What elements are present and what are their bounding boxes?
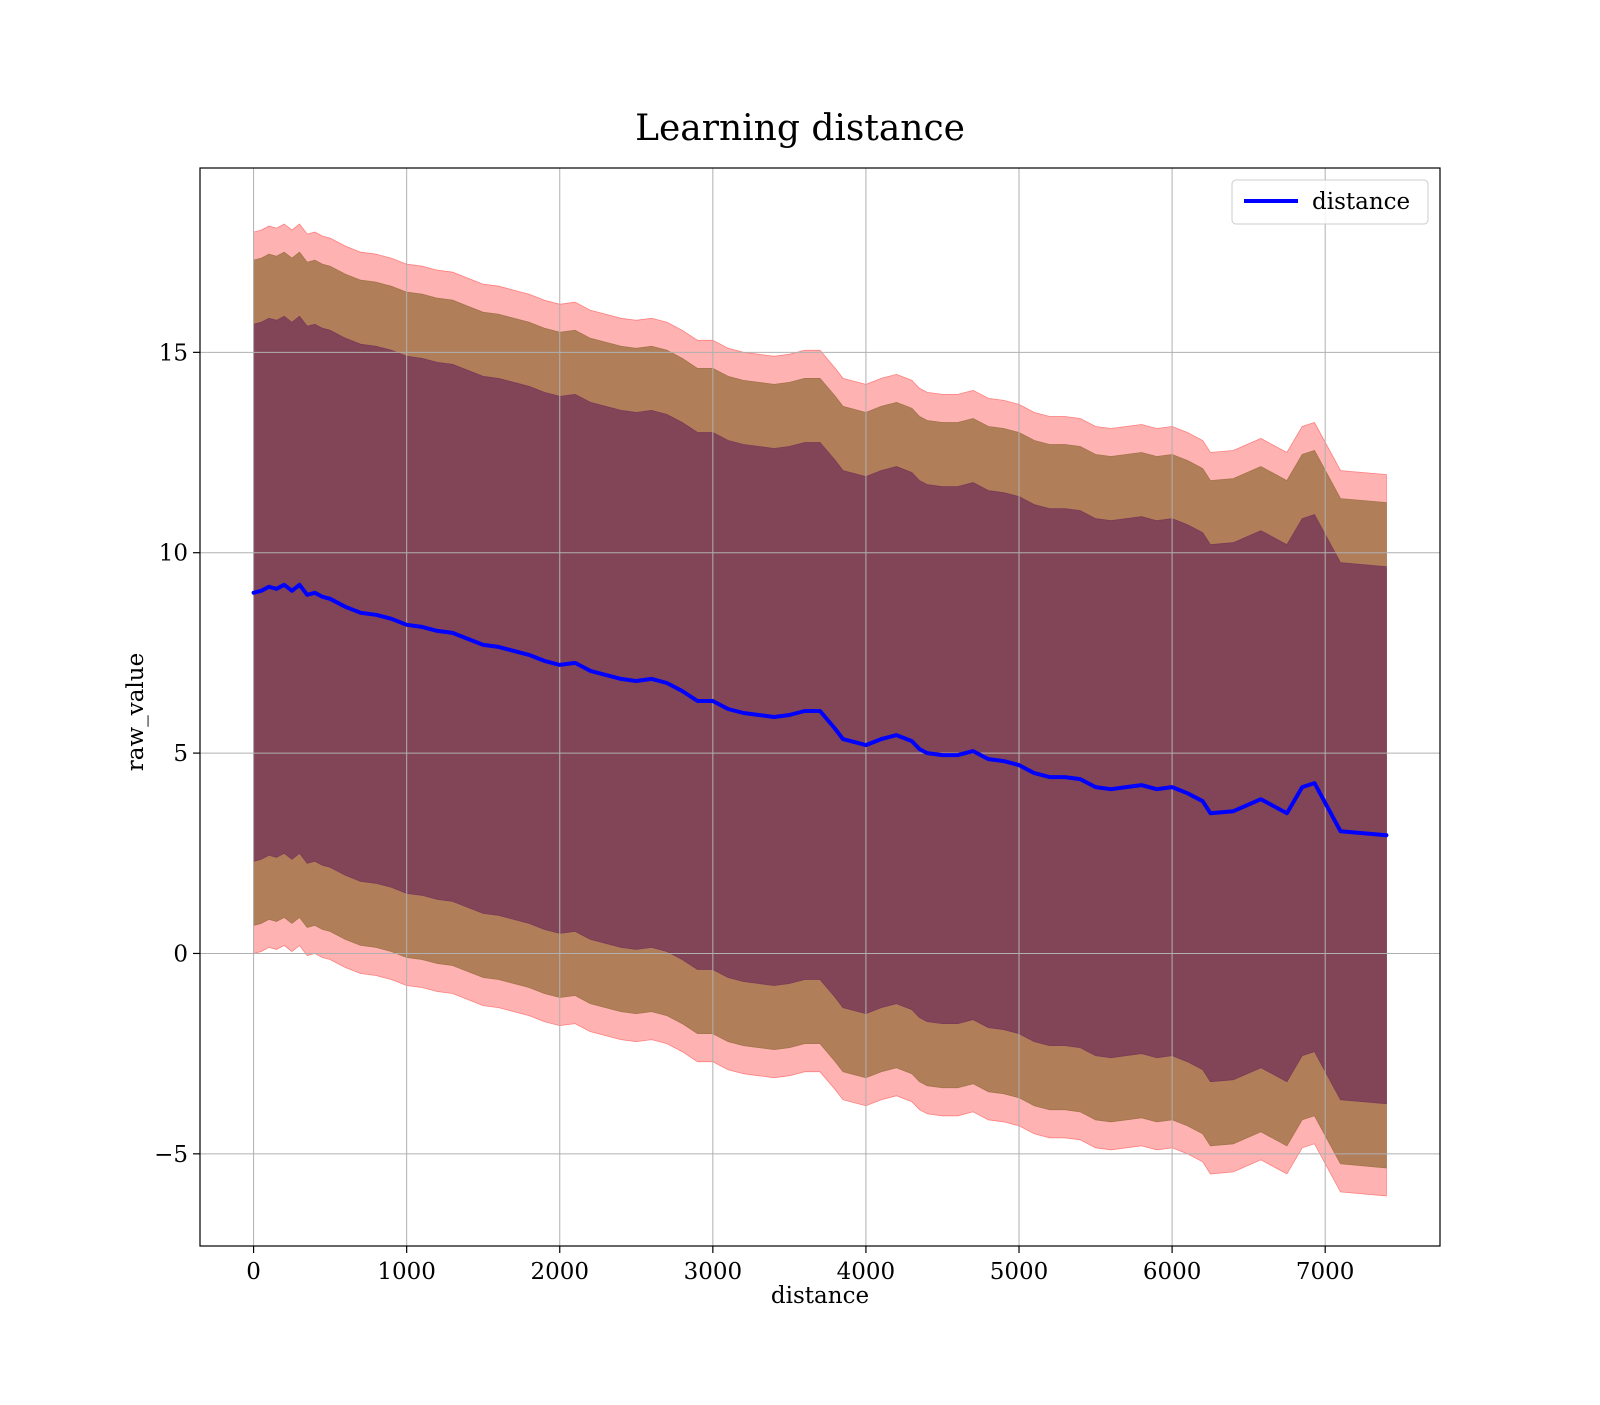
- series-line-distance: [251, 582, 1389, 838]
- x-tick-label: 4000: [837, 1259, 896, 1285]
- line-layer: [251, 582, 1389, 838]
- x-tick-label: 5000: [990, 1259, 1049, 1285]
- y-tick-label: 10: [159, 541, 188, 567]
- x-tick-label: 0: [246, 1259, 261, 1285]
- y-tick-label: −5: [154, 1142, 188, 1168]
- x-tick-label: 2000: [530, 1259, 589, 1285]
- y-axis-label: raw_value: [123, 653, 149, 771]
- grid-layer: [200, 168, 1440, 1246]
- x-tick-label: 1000: [377, 1259, 436, 1285]
- y-tick-label: 0: [173, 941, 188, 967]
- plot-frame: [199, 167, 1441, 1247]
- legend: distance: [1231, 179, 1429, 225]
- x-tick-label: 6000: [1143, 1259, 1202, 1285]
- legend-label-distance: distance: [1312, 189, 1410, 215]
- y-tick-label: 15: [159, 340, 188, 366]
- ticks-layer: 0 1000 2000 3000 4000 5000 6000 7000 −5 0 5 10 15: [154, 340, 1354, 1285]
- chart-title: Learning distance: [635, 108, 965, 149]
- y-tick-label: 5: [173, 741, 188, 767]
- x-axis-label: distance: [771, 1283, 869, 1309]
- legend-box: [1231, 179, 1429, 225]
- x-tick-label: 7000: [1296, 1259, 1355, 1285]
- x-tick-label: 3000: [684, 1259, 743, 1285]
